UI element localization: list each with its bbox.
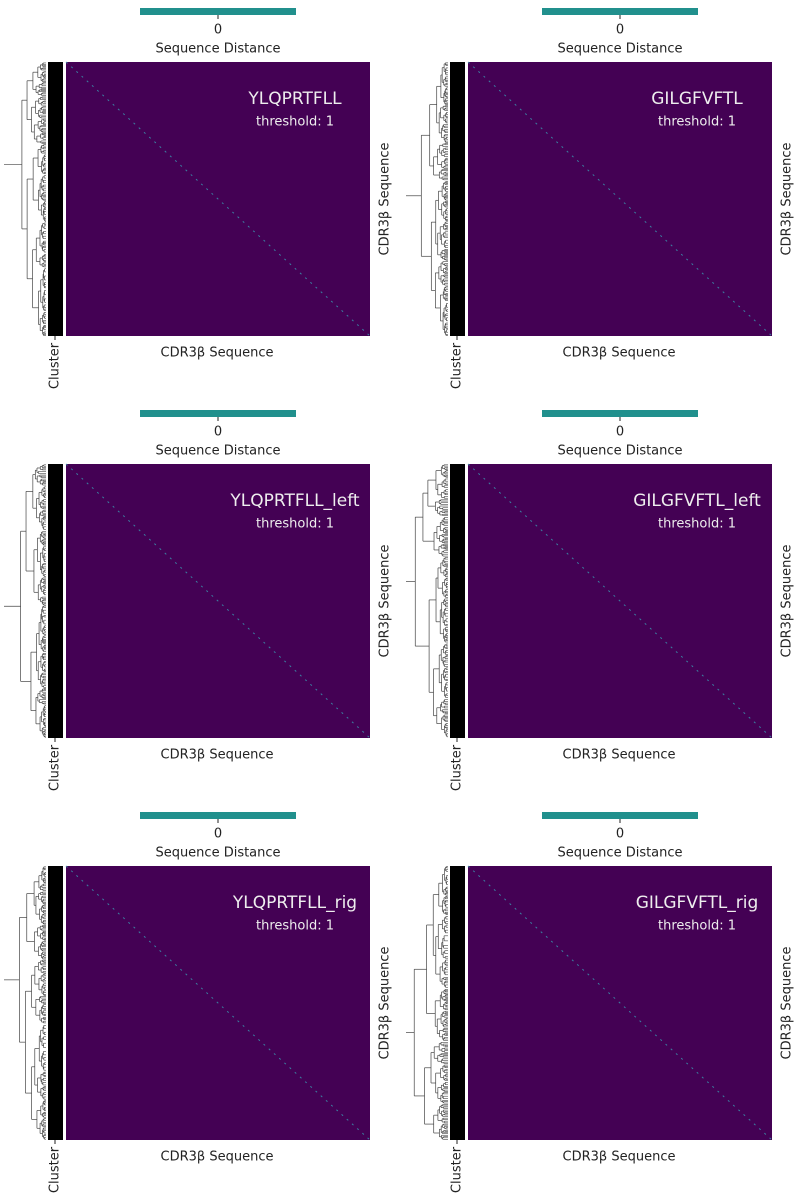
- cluster-bar: [48, 62, 63, 336]
- y-axis-label: CDR3β Sequence: [378, 947, 393, 1060]
- colorbar-tick-label: 0: [616, 827, 624, 842]
- colorbar: [542, 410, 698, 417]
- cluster-bar: [450, 866, 465, 1140]
- panel-title: YLQPRTFLL: [247, 89, 342, 109]
- colorbar-label: Sequence Distance: [557, 42, 682, 57]
- cluster-bar: [450, 464, 465, 738]
- diagonal: [467, 463, 773, 739]
- x-axis-label: CDR3β Sequence: [563, 1150, 676, 1165]
- colorbar-tick-label: 0: [214, 425, 222, 440]
- panel-title: GILGFVFTL: [651, 89, 743, 109]
- panel: 0 Sequence Distance Cluster YLQPRTFLL_leftt…: [4, 410, 393, 791]
- panel-title: YLQPRTFLL_left: [229, 491, 360, 511]
- colorbar: [140, 410, 296, 417]
- cluster-bar: [450, 62, 465, 336]
- panel-title: GILGFVFTL_left: [633, 491, 761, 511]
- y-axis-label: CDR3β Sequence: [378, 143, 393, 256]
- colorbar-tick-label: 0: [214, 23, 222, 38]
- colorbar-label: Sequence Distance: [557, 846, 682, 861]
- panel-annotation: threshold: 1: [256, 919, 334, 934]
- cluster-label: Cluster: [48, 744, 63, 791]
- panel: 0 Sequence Distance Cluster GILGFVFTL thresh…: [406, 8, 795, 389]
- diagonal: [467, 865, 773, 1141]
- colorbar-label: Sequence Distance: [155, 42, 280, 57]
- panel-annotation: threshold: 1: [658, 115, 736, 130]
- cluster-label: Cluster: [48, 342, 63, 389]
- panel-title: GILGFVFTL_rig: [636, 893, 759, 913]
- x-axis-label: CDR3β Sequence: [563, 748, 676, 763]
- x-axis-label: CDR3β Sequence: [161, 1150, 274, 1165]
- colorbar-tick-label: 0: [214, 827, 222, 842]
- cluster-bar: [48, 464, 63, 738]
- y-axis-label: CDR3β Sequence: [780, 947, 795, 1060]
- y-axis-label: CDR3β Sequence: [780, 545, 795, 658]
- colorbar-tick-label: 0: [616, 23, 624, 38]
- panel-annotation: threshold: 1: [658, 517, 736, 532]
- x-axis-label: CDR3β Sequence: [161, 748, 274, 763]
- y-axis-label: CDR3β Sequence: [780, 143, 795, 256]
- y-axis-label: CDR3β Sequence: [378, 545, 393, 658]
- panel-annotation: threshold: 1: [256, 517, 334, 532]
- panel: 0 Sequence Distance Cluster YLQPRTFLL thresh…: [4, 8, 393, 389]
- x-axis-label: CDR3β Sequence: [161, 346, 274, 361]
- colorbar: [140, 812, 296, 819]
- colorbar: [542, 8, 698, 15]
- cluster-label: Cluster: [450, 1146, 465, 1193]
- panel: 0 Sequence Distance Cluster GILGFVFTL_leftt…: [406, 410, 795, 791]
- panel-annotation: threshold: 1: [256, 115, 334, 130]
- colorbar: [140, 8, 296, 15]
- colorbar: [542, 812, 698, 819]
- diagonal: [65, 865, 371, 1141]
- colorbar-label: Sequence Distance: [557, 444, 682, 459]
- colorbar-label: Sequence Distance: [155, 846, 280, 861]
- colorbar-tick-label: 0: [616, 425, 624, 440]
- diagonal: [65, 463, 371, 739]
- cluster-label: Cluster: [450, 342, 465, 389]
- colorbar-label: Sequence Distance: [155, 444, 280, 459]
- diagonal: [65, 61, 371, 337]
- panel-title: YLQPRTFLL_rig: [232, 893, 357, 913]
- panel: 0 Sequence Distance Cluster GILGFVFTL_rigth…: [406, 812, 795, 1193]
- diagonal: [467, 61, 773, 337]
- x-axis-label: CDR3β Sequence: [563, 346, 676, 361]
- panel: 0 Sequence Distance Cluster YLQPRTFLL_rigth…: [4, 812, 393, 1193]
- cluster-label: Cluster: [48, 1146, 63, 1193]
- cluster-bar: [48, 866, 63, 1140]
- panel-annotation: threshold: 1: [658, 919, 736, 934]
- cluster-label: Cluster: [450, 744, 465, 791]
